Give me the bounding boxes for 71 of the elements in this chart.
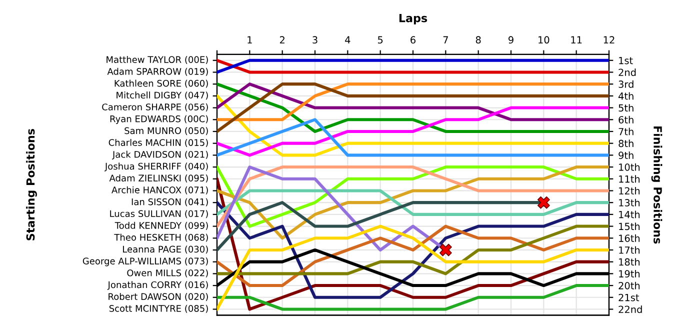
text: Todd KENNEDY (099)	[114, 222, 208, 230]
x-tick-label: 6	[410, 36, 416, 44]
text: Leanna PAGE (030)	[123, 246, 208, 254]
x-tick-label: 10	[538, 36, 550, 44]
line-series	[217, 201, 609, 299]
y2-tick-label: 9th	[618, 151, 634, 160]
text: Scott MCINTYRE (085)	[109, 304, 208, 313]
text: Matthew TAYLOR (00E)	[106, 56, 208, 64]
x-tick-label: 7	[443, 36, 448, 44]
line-series	[217, 224, 609, 311]
x-tick-label: 9	[508, 36, 514, 44]
y2-tick-label: 4th	[618, 92, 634, 100]
text: Sam MUNRO (050)	[124, 127, 208, 136]
y2-tick-label: 5th	[618, 104, 634, 112]
line-series	[217, 94, 609, 157]
y2-tick-label: 3rd	[618, 80, 634, 88]
text: Theo HESKETH (068)	[114, 234, 208, 242]
text: Lucas SULLIVAN (017)	[110, 210, 208, 218]
text: Cameron SHARPE (056)	[102, 103, 208, 112]
text: Kathleen SORE (060)	[114, 80, 208, 88]
text: Charles MACHIN (015)	[108, 138, 208, 148]
y2-tick-label: 19th	[619, 270, 640, 278]
y2-tick-label: 10th	[619, 163, 640, 171]
y2-tick-label: 2nd	[618, 68, 636, 76]
y2-axis-title: Finishing Positions	[651, 126, 662, 244]
text: Ryan EDWARDS (00C)	[110, 115, 208, 124]
line-series	[217, 118, 609, 157]
x-tick-label: 11	[571, 36, 582, 44]
text: Adam ZIELINSKI (095)	[109, 174, 208, 183]
x-tick-label: 8	[476, 36, 481, 44]
x-tick-label: 12	[604, 36, 614, 44]
text: Jack DAVIDSON (021)	[112, 150, 208, 160]
x-tick-label: 1	[248, 36, 252, 44]
text: Jonathan CORRY (016)	[107, 281, 208, 290]
y2-tick-label: 7th	[618, 128, 634, 136]
text: Starting Positions	[26, 129, 37, 240]
line-series	[217, 177, 609, 311]
line-series	[217, 165, 609, 228]
x-tick-label: 5	[378, 36, 383, 44]
text: Adam SPARROW (019)	[107, 68, 208, 76]
x-tick-label: 2	[280, 36, 284, 44]
y2-tick-label: 1st	[619, 56, 633, 64]
text: Ian SISSON (041)	[132, 198, 208, 206]
line-series	[217, 82, 609, 122]
y2-tick-label: 17th	[619, 246, 640, 254]
text: Archie HANCOX (071)	[112, 186, 208, 194]
line-series	[217, 106, 609, 157]
y2-tick-label: 21st	[618, 294, 640, 302]
x-tick-label: 4	[345, 36, 350, 44]
text: Robert DAWSON (020)	[108, 293, 208, 302]
text: Joshua SHERRIFF (040)	[104, 162, 208, 172]
y2-tick-label: 14th	[619, 210, 640, 218]
y2-tick-label: 15th	[619, 222, 640, 230]
y2-tick-label: 8th	[618, 140, 634, 148]
y2-tick-label: 13th	[619, 198, 640, 206]
line-series	[217, 165, 609, 240]
x-tick-label: 3	[312, 36, 318, 44]
y2-tick-label: 6th	[618, 116, 634, 124]
line-series	[217, 224, 609, 276]
y2-tick-label: 20th	[618, 282, 640, 290]
y2-tick-label: 18th	[619, 258, 640, 266]
text: Mitchell DIGBY (047)	[116, 92, 208, 100]
line-series	[217, 82, 609, 134]
text: Owen MILLS (022)	[127, 269, 208, 278]
y2-tick-label: 11th	[619, 175, 640, 183]
y2-tick-label: 22nd	[618, 306, 642, 314]
y2-tick-label: 12th	[619, 187, 640, 194]
x-axis-title: Laps	[399, 14, 428, 24]
text: George ALP-WILLIAMS (073)	[82, 257, 208, 266]
y2-tick-label: 16th	[619, 234, 640, 242]
line-series	[217, 224, 609, 288]
